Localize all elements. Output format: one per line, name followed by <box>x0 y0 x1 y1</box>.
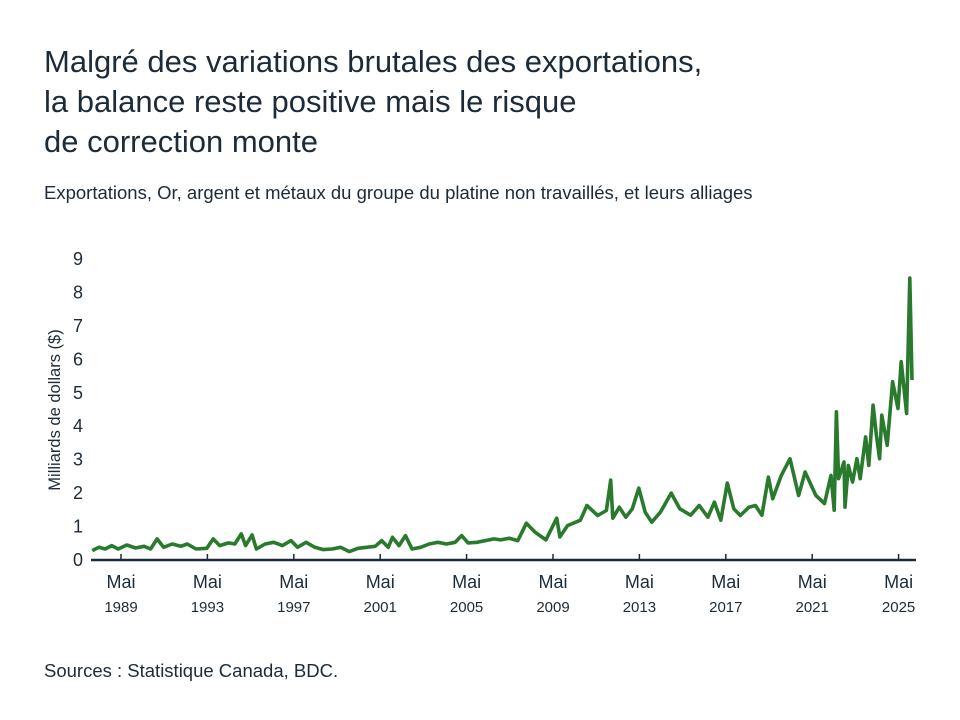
x-tick-month: Mai <box>538 572 567 592</box>
x-tick-year: 2025 <box>882 599 915 616</box>
x-tick-year: 1989 <box>104 599 137 616</box>
y-tick-label: 0 <box>73 550 83 570</box>
y-tick-label: 8 <box>73 282 83 302</box>
y-tick-label: 3 <box>73 450 83 470</box>
x-tick-month: Mai <box>625 572 654 592</box>
chart-title: Malgré des variations brutales des expor… <box>44 42 702 162</box>
chart-source: Sources : Statistique Canada, BDC. <box>44 660 339 681</box>
x-tick-month: Mai <box>884 572 913 592</box>
x-tick-year: 2001 <box>364 599 397 616</box>
y-tick-label: 2 <box>73 483 83 503</box>
y-axis-label: Milliards de dollars ($) <box>46 329 64 490</box>
x-tick-year: 1993 <box>191 599 224 616</box>
y-tick-label: 9 <box>73 249 83 269</box>
series-line-exportations <box>91 276 914 554</box>
y-tick-label: 6 <box>73 349 83 369</box>
chart-subtitle: Exportations, Or, argent et métaux du gr… <box>44 182 753 203</box>
x-tick-month: Mai <box>193 572 222 592</box>
x-tick-month: Mai <box>366 572 395 592</box>
x-tick-month: Mai <box>279 572 308 592</box>
title-line: de correction monte <box>44 124 318 159</box>
x-tick-year: 1997 <box>277 599 310 616</box>
x-tick-month: Mai <box>711 572 740 592</box>
y-axis: 0 1 2 3 4 5 6 7 8 9 <box>73 249 83 570</box>
x-tick-year: 2005 <box>450 599 483 616</box>
y-tick-label: 1 <box>73 517 83 537</box>
y-tick-label: 5 <box>73 383 83 403</box>
title-line: Malgré des variations brutales des expor… <box>44 44 703 79</box>
x-tick-month: Mai <box>452 572 481 592</box>
x-tick-year: 2021 <box>796 599 829 616</box>
y-tick-label: 4 <box>73 416 83 436</box>
x-tick-month: Mai <box>798 572 827 592</box>
x-tick-month: Mai <box>106 572 135 592</box>
x-tick-year: 2009 <box>536 599 569 616</box>
y-tick-label: 7 <box>73 316 83 336</box>
x-tick-year: 2013 <box>623 599 656 616</box>
title-line: la balance reste positive mais le risque <box>44 84 577 119</box>
x-axis: Mai 1989 Mai 1993 Mai 1997 Mai 2001 Mai 2005 Mai 20… <box>91 554 916 616</box>
x-tick-year: 2017 <box>709 599 742 616</box>
